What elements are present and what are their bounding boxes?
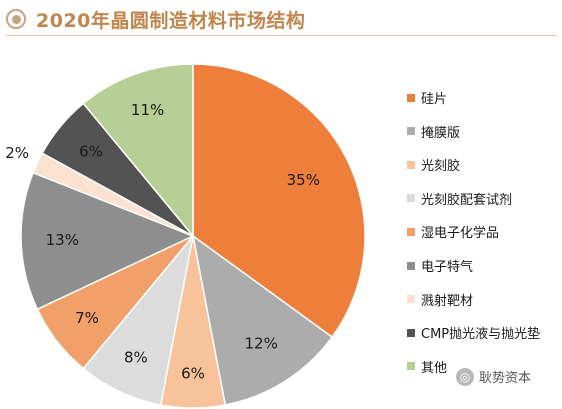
- slice-percent-label: 6%: [79, 143, 103, 161]
- legend-item: 光刻胶: [407, 155, 460, 174]
- legend-swatch: [407, 93, 415, 102]
- legend-swatch: [407, 127, 415, 136]
- legend-label: 溅射靶材: [421, 293, 474, 309]
- chart-header: 2020年晶圆制造材料市场结构: [6, 3, 305, 35]
- legend-item: CMP抛光液与抛光垫: [407, 323, 540, 342]
- pie-slice: [82, 63, 194, 239]
- legend-item: 湿电子化学品: [407, 222, 499, 241]
- slice-percent-label: 12%: [245, 335, 278, 353]
- target-circle-icon: [6, 9, 26, 29]
- watermark: ◎ 耿势资本: [456, 367, 531, 386]
- legend-label: 硅片: [421, 92, 448, 107]
- legend-swatch: [407, 362, 415, 371]
- legend-swatch: [407, 295, 415, 304]
- legend-label: 光刻胶: [421, 159, 461, 175]
- legend-item: 光刻胶配套试剂: [407, 189, 512, 208]
- legend-swatch: [407, 227, 415, 236]
- slice-percent-label: 6%: [181, 365, 205, 383]
- wechat-icon: ◎: [456, 367, 474, 386]
- title-divider: [6, 35, 556, 36]
- legend-item: 硅片: [407, 88, 447, 107]
- legend-label: 掩膜版: [421, 125, 461, 141]
- legend-label: CMP抛光液与抛光垫: [421, 327, 541, 343]
- legend-swatch: [407, 194, 415, 203]
- slice-percent-label: 35%: [287, 171, 320, 189]
- legend-swatch: [407, 261, 415, 270]
- legend-item: 溅射靶材: [407, 290, 473, 309]
- chart-title: 2020年晶圆制造材料市场结构: [36, 9, 306, 32]
- slice-percent-label: 7%: [75, 309, 99, 327]
- legend-swatch: [407, 328, 415, 337]
- legend-label: 光刻胶配套试剂: [421, 192, 513, 208]
- slice-percent-label: 13%: [46, 231, 79, 249]
- legend-label: 湿电子化学品: [421, 226, 500, 242]
- legend-label: 电子特气: [421, 260, 474, 275]
- legend-item: 其他: [407, 357, 447, 376]
- slice-percent-label: 2%: [5, 144, 29, 162]
- legend-item: 掩膜版: [407, 122, 460, 141]
- slice-percent-label: 11%: [131, 101, 164, 119]
- watermark-text: 耿势资本: [479, 371, 532, 386]
- slice-percent-label: 8%: [124, 348, 148, 366]
- legend-label: 其他: [421, 360, 448, 376]
- legend-swatch: [407, 160, 415, 169]
- pie-slice: [20, 171, 195, 311]
- pie-slice: [191, 234, 334, 406]
- pie-slice: [192, 63, 366, 339]
- legend-item: 电子特气: [407, 256, 473, 275]
